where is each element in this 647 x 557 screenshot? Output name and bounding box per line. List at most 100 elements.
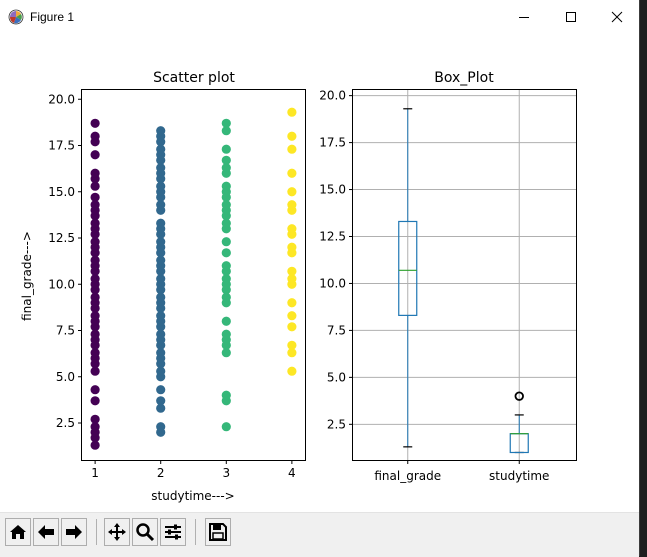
scatter-point — [90, 168, 100, 178]
scatter-point — [156, 163, 166, 173]
scatter-ytick-label: 12.5 — [48, 231, 75, 245]
scatter-point — [221, 348, 231, 358]
scatter-point — [90, 200, 100, 210]
scatter-point — [90, 181, 100, 191]
home-button[interactable] — [5, 518, 31, 546]
maximize-button[interactable] — [548, 0, 594, 34]
minimize-button[interactable] — [501, 0, 547, 34]
scatter-point — [90, 385, 100, 395]
scatter-title: Scatter plot — [153, 70, 235, 86]
scatter-point — [90, 218, 100, 228]
scatter-point — [156, 329, 166, 339]
matplotlib-logo-icon — [8, 9, 24, 25]
scatter-point — [221, 390, 231, 400]
forward-button[interactable] — [61, 518, 87, 546]
scatter-point — [287, 144, 297, 154]
scatter-point — [156, 237, 166, 247]
scatter-ytick-label: 15.0 — [48, 185, 75, 199]
scatter-point — [156, 396, 166, 406]
boxplot-ytick-label: 7.5 — [327, 323, 346, 337]
scatter-xtick-label: 4 — [288, 466, 296, 480]
scatter-point — [90, 329, 100, 339]
scatter-point — [156, 422, 166, 432]
scatter-point — [221, 181, 231, 191]
boxplot-axes-frame — [352, 89, 577, 461]
scatter-point — [90, 274, 100, 284]
minimize-icon — [519, 17, 529, 18]
scatter-ytick-label: 7.5 — [56, 324, 75, 338]
toolbar-separator — [195, 519, 196, 545]
scatter-point — [287, 348, 297, 358]
scatter-point — [156, 348, 166, 358]
scatter-point — [90, 366, 100, 376]
scatter-xtick-label: 3 — [222, 466, 230, 480]
scatter-point — [156, 385, 166, 395]
scatter-point — [90, 348, 100, 358]
scatter-point — [90, 440, 100, 450]
sliders-icon — [165, 524, 181, 540]
scatter-point — [156, 366, 166, 376]
scatter-point — [287, 200, 297, 210]
arrow-right-icon — [66, 525, 82, 539]
scatter-point — [90, 150, 100, 160]
maximize-icon — [566, 12, 576, 22]
pan-button[interactable] — [104, 518, 130, 546]
scatter-point — [221, 422, 231, 432]
scatter-ylabel: final_grade---> — [20, 231, 34, 321]
scatter-xtick-label: 1 — [91, 466, 99, 480]
close-button[interactable] — [594, 0, 640, 34]
scatter-point — [90, 237, 100, 247]
scatter-point — [287, 224, 297, 234]
home-icon — [10, 525, 26, 539]
scatter-point — [156, 144, 166, 154]
boxplot-ytick-label: 5.0 — [327, 370, 346, 384]
configure-subplots-button[interactable] — [160, 518, 186, 546]
scatter-point — [90, 311, 100, 321]
scatter-point — [221, 237, 231, 247]
scatter-point — [287, 107, 297, 117]
boxplot-xtick-label: studytime — [489, 469, 549, 483]
scatter-plot: Scatter plot studytime---> final_grade--… — [20, 70, 306, 503]
scatter-point — [156, 126, 166, 136]
boxplot-ytick-label: 15.0 — [319, 183, 346, 197]
scatter-ytick-label: 2.5 — [56, 416, 75, 430]
box-plot: Box_Plot 2.5 5.0 7.5 10.0 12.5 15.0 17.5 20.0 fi… — [319, 70, 577, 483]
boxplot-ytick-label: 2.5 — [327, 417, 346, 431]
scatter-point — [90, 422, 100, 432]
window-title: Figure 1 — [30, 10, 75, 24]
scatter-point — [90, 255, 100, 265]
scatter-point — [90, 192, 100, 202]
scatter-point — [221, 126, 231, 136]
scatter-point — [287, 311, 297, 321]
back-button[interactable] — [33, 518, 59, 546]
boxplot-box — [398, 220, 418, 316]
window-shadow-edge — [640, 0, 647, 556]
scatter-xtick-label: 2 — [157, 466, 165, 480]
scatter-ytick-label: 10.0 — [48, 277, 75, 291]
scatter-point — [287, 168, 297, 178]
scatter-point — [287, 242, 297, 252]
scatter-point — [287, 366, 297, 376]
scatter-point — [90, 396, 100, 406]
scatter-point — [221, 144, 231, 154]
scatter-point — [287, 187, 297, 197]
scatter-point — [221, 118, 231, 128]
scatter-point — [156, 255, 166, 265]
scatter-ytick-label: 5.0 — [56, 370, 75, 384]
scatter-point — [287, 274, 297, 284]
magnifier-icon — [136, 523, 155, 542]
scatter-point — [221, 218, 231, 228]
scatter-point — [156, 181, 166, 191]
navigation-toolbar — [0, 512, 639, 557]
title-bar: Figure 1 — [0, 0, 639, 34]
scatter-point — [156, 274, 166, 284]
move-icon — [108, 523, 126, 541]
scatter-point — [156, 311, 166, 321]
save-button[interactable] — [205, 518, 231, 546]
scatter-point — [221, 274, 231, 284]
scatter-point — [221, 292, 231, 302]
zoom-button[interactable] — [132, 518, 158, 546]
scatter-point — [90, 131, 100, 141]
scatter-point — [221, 316, 231, 326]
scatter-point — [90, 292, 100, 302]
